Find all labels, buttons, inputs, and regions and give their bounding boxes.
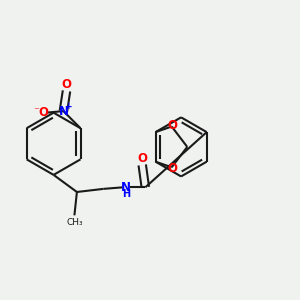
Text: O: O — [137, 152, 147, 165]
Text: +: + — [65, 102, 73, 111]
Text: O: O — [61, 78, 71, 91]
Text: H: H — [122, 189, 130, 199]
Text: ⁻: ⁻ — [33, 106, 39, 116]
Text: O: O — [168, 162, 178, 175]
Text: N: N — [121, 181, 131, 194]
Text: N: N — [58, 105, 68, 118]
Text: O: O — [168, 119, 178, 132]
Text: O: O — [39, 106, 49, 119]
Text: CH₃: CH₃ — [66, 218, 83, 227]
